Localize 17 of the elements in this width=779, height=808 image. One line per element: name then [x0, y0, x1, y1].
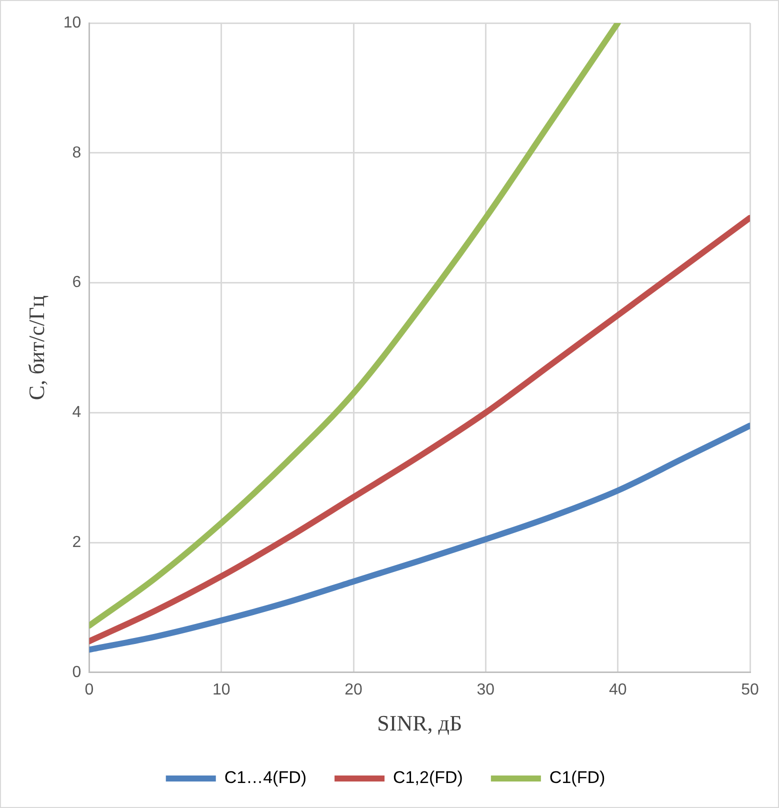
y-axis-title: C, бит/с/Гц: [24, 295, 49, 400]
y-tick-label: 2: [72, 534, 82, 551]
x-tick-label: 30: [476, 681, 495, 698]
y-tick-label: 10: [63, 14, 82, 32]
y-tick-label: 6: [72, 274, 82, 292]
x-tick-label: 40: [608, 681, 627, 698]
x-tick-label: 0: [84, 681, 94, 698]
y-tick-label: 8: [72, 144, 82, 162]
x-tick-label: 20: [344, 681, 363, 698]
legend-label: C1(FD): [549, 768, 606, 788]
x-tick-label: 50: [741, 681, 759, 698]
x-tick-label: 10: [212, 681, 230, 698]
x-axis-title: SINR, дБ: [377, 710, 462, 736]
legend-label: C1,2(FD): [393, 768, 463, 788]
y-tick-label: 0: [72, 664, 82, 681]
y-tick-label: 4: [72, 404, 82, 422]
legend-label: C1…4(FD): [224, 768, 307, 788]
